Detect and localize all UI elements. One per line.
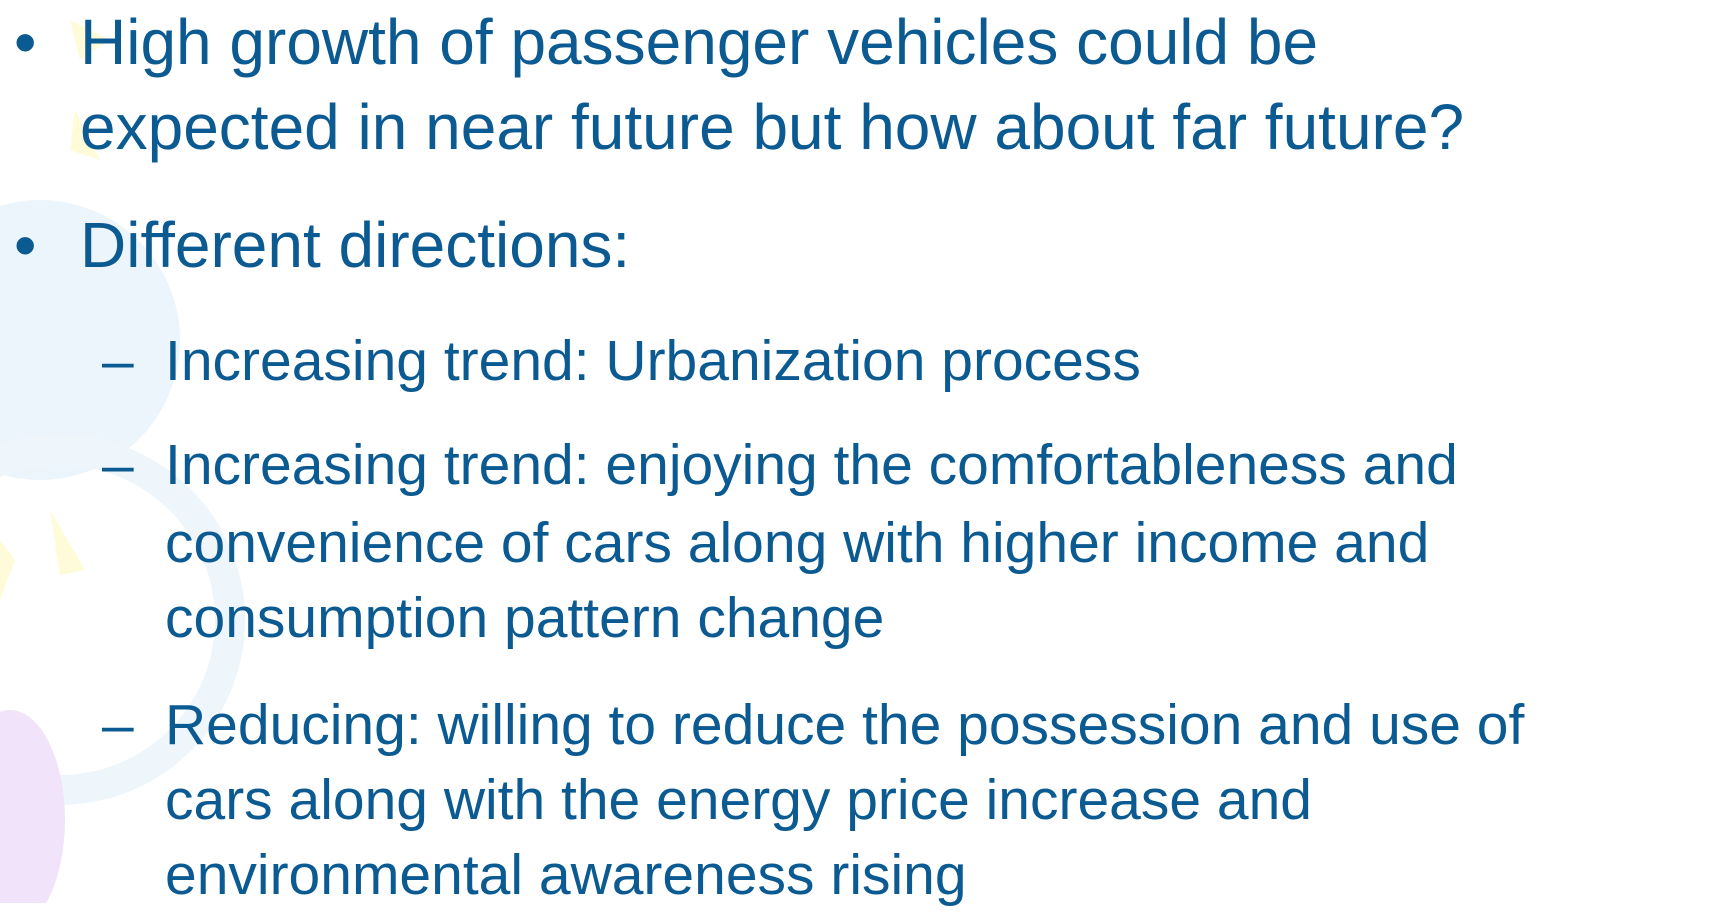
bullet-text: Increasing trend: enjoying the comfortab… bbox=[165, 425, 1458, 505]
bullet-text: Reducing: willing to reduce the possessi… bbox=[165, 685, 1524, 765]
bullet-marker: • bbox=[14, 2, 36, 82]
bullet-text: Different directions: bbox=[80, 205, 630, 285]
bullet-marker: – bbox=[102, 321, 134, 401]
bullet-text: consumption pattern change bbox=[165, 578, 884, 658]
bullet-text: environmental awareness rising bbox=[165, 835, 967, 915]
bullet-marker: • bbox=[14, 205, 36, 285]
bullet-text: High growth of passenger vehicles could … bbox=[80, 2, 1318, 82]
bullet-text: expected in near future but how about fa… bbox=[80, 87, 1464, 167]
bullet-text: Increasing trend: Urbanization process bbox=[165, 321, 1141, 401]
bullet-marker: – bbox=[102, 425, 134, 505]
bullet-text: cars along with the energy price increas… bbox=[165, 760, 1312, 840]
bullet-marker: – bbox=[102, 685, 134, 765]
slide: • High growth of passenger vehicles could… bbox=[0, 0, 1721, 903]
bullet-text: convenience of cars along with higher in… bbox=[165, 503, 1429, 583]
